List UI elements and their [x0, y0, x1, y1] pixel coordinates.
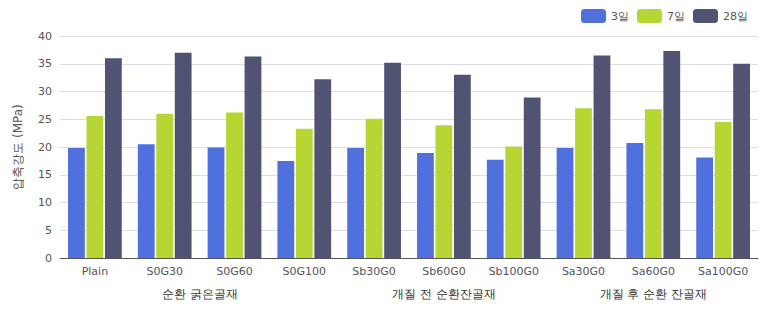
svg-text:7일: 7일: [667, 10, 685, 23]
svg-text:S0G100: S0G100: [283, 265, 327, 278]
svg-text:35: 35: [38, 57, 52, 70]
svg-text:Sa100G0: Sa100G0: [698, 265, 748, 278]
svg-text:5: 5: [45, 224, 52, 237]
svg-text:Sb30G0: Sb30G0: [352, 265, 395, 278]
svg-text:Sa30G0: Sa30G0: [562, 265, 605, 278]
svg-text:30: 30: [38, 85, 52, 98]
svg-text:25: 25: [38, 113, 52, 126]
svg-text:Sa60G0: Sa60G0: [632, 265, 675, 278]
svg-text:S0G30: S0G30: [146, 265, 183, 278]
svg-text:0: 0: [45, 252, 52, 265]
svg-text:압축강도 (MPa): 압축강도 (MPa): [11, 104, 25, 190]
svg-text:개질 전 순환잔골재: 개질 전 순환잔골재: [392, 287, 496, 301]
svg-text:3일: 3일: [611, 10, 629, 23]
svg-text:20: 20: [38, 141, 52, 154]
svg-text:순환 굵은골재: 순환 굵은골재: [162, 287, 238, 301]
svg-text:Plain: Plain: [82, 265, 108, 278]
svg-text:28일: 28일: [723, 10, 748, 23]
svg-text:Sb60G0: Sb60G0: [422, 265, 465, 278]
svg-text:Sb100G0: Sb100G0: [488, 265, 538, 278]
svg-text:40: 40: [38, 30, 52, 43]
svg-text:S0G60: S0G60: [216, 265, 253, 278]
svg-text:15: 15: [38, 168, 52, 181]
svg-text:개질 후 순환 잔골재: 개질 후 순환 잔골재: [600, 287, 707, 301]
svg-text:10: 10: [38, 196, 52, 209]
